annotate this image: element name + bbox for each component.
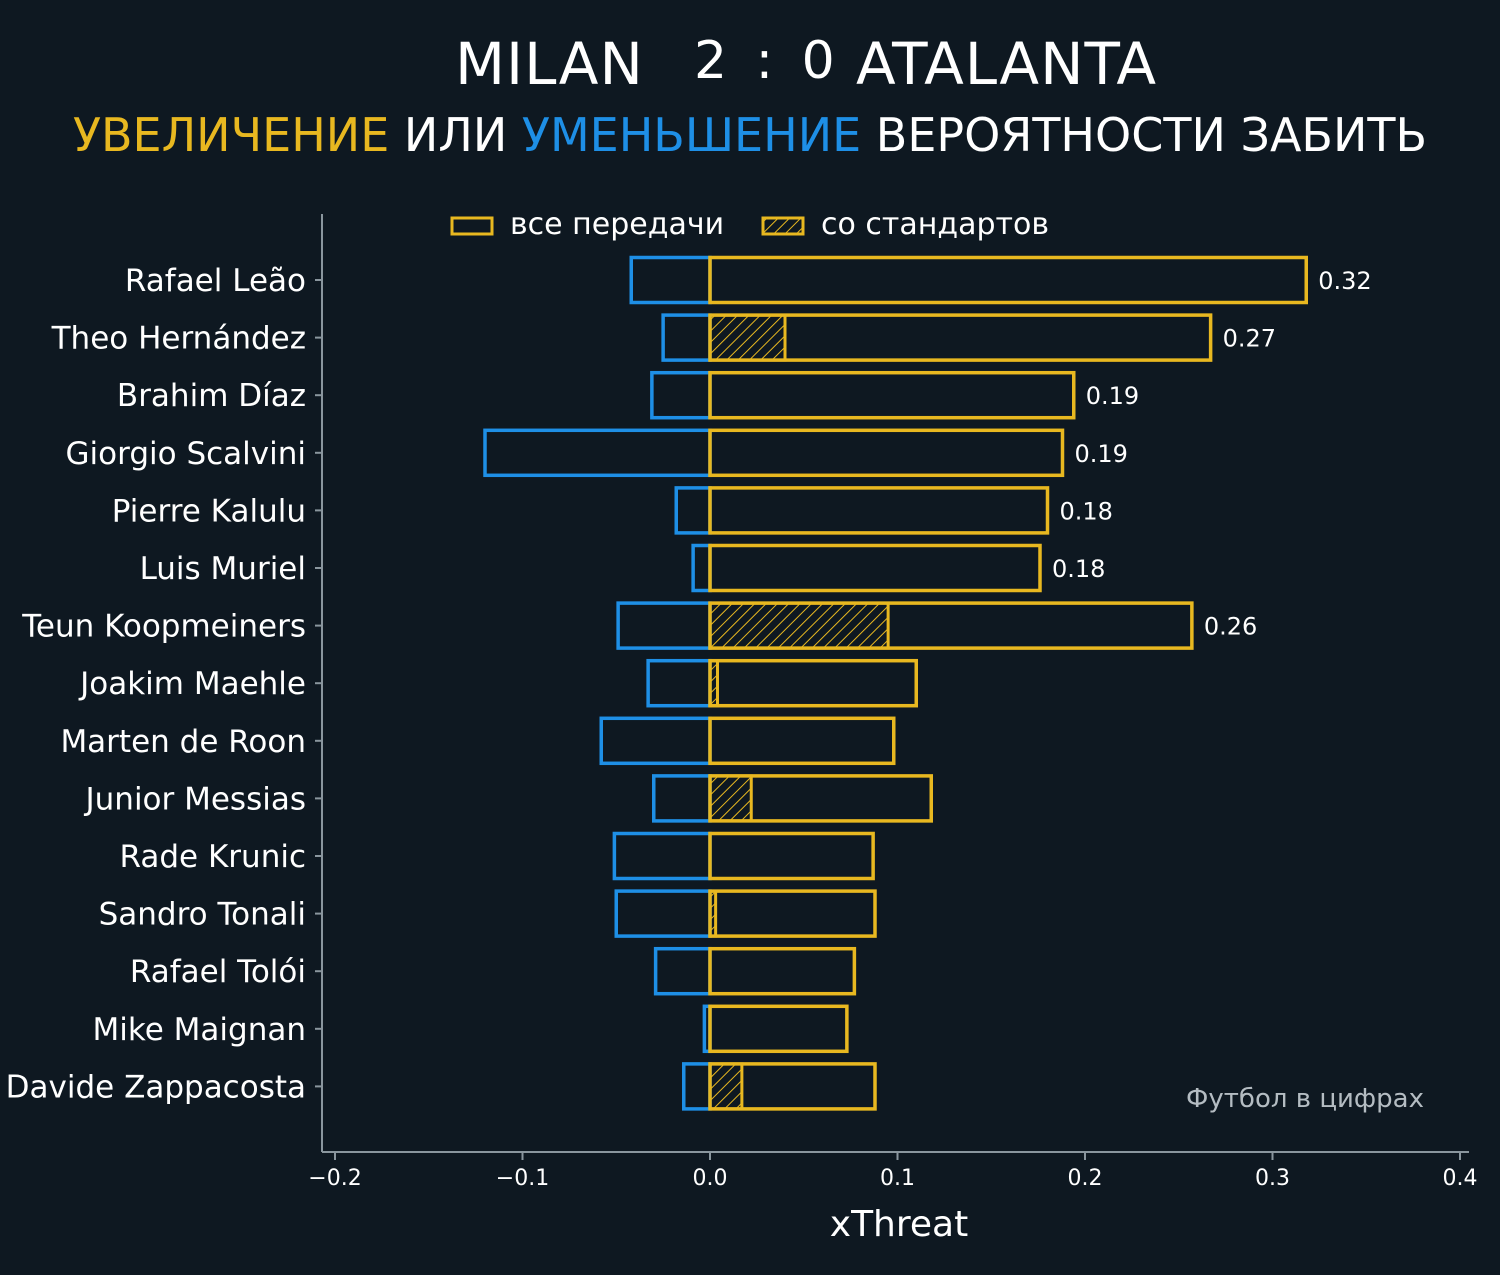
- legend-label-all-passes: все передачи: [510, 207, 724, 242]
- y-tick-label: Junior Messias: [84, 781, 307, 817]
- bar-decrease: [652, 774, 712, 823]
- watermark: Футбол в цифрах: [1186, 1084, 1424, 1114]
- x-tick-label: −0.2: [308, 1166, 361, 1191]
- bar-increase: [708, 543, 1042, 593]
- subtitle-decrease: УМЕНЬШЕНИЕ: [521, 108, 862, 162]
- home-team-name: MILAN: [455, 30, 644, 98]
- bar-increase: [708, 946, 857, 996]
- bar-decrease: [483, 428, 712, 478]
- x-axis-label: xThreat: [830, 1204, 968, 1245]
- bar-decrease: [674, 486, 712, 535]
- bar-increase: [708, 831, 875, 881]
- y-tick-label: Theo Hernández: [51, 321, 306, 357]
- bar-increase: [708, 601, 1194, 650]
- y-tick-label: Brahim Díaz: [117, 378, 306, 414]
- bar-set-pieces: [708, 774, 753, 823]
- bar-decrease: [661, 313, 712, 362]
- y-tick-label: Giorgio Scalvini: [66, 436, 306, 472]
- legend-swatch-set-pieces: [761, 216, 805, 236]
- bar-increase: [708, 428, 1065, 478]
- x-tick-label: 0.1: [880, 1166, 915, 1191]
- y-tick-label: Luis Muriel: [140, 551, 306, 587]
- bar-increase: [708, 889, 877, 938]
- bar-increase: [708, 658, 918, 708]
- x-tick-label: 0.0: [693, 1166, 728, 1191]
- subtitle-rest: ВЕРОЯТНОСТИ ЗАБИТЬ: [861, 108, 1428, 162]
- bar-increase: [708, 370, 1076, 420]
- y-tick-label: Davide Zappacosta: [6, 1069, 306, 1105]
- x-tick-label: 0.4: [1443, 1166, 1478, 1191]
- bar-set-pieces: [708, 1062, 744, 1111]
- subtitle-or: ИЛИ: [389, 108, 522, 162]
- match-title: MILAN 2 : 0 ATALANTA: [0, 24, 1500, 104]
- bar-decrease: [646, 658, 712, 708]
- bar-increase: [708, 774, 933, 823]
- x-tick-label: 0.3: [1255, 1166, 1290, 1191]
- bar-increase: [708, 313, 1213, 362]
- bar-decrease: [599, 716, 712, 766]
- x-tick-label: 0.2: [1068, 1166, 1103, 1191]
- x-tick-label: −0.1: [496, 1166, 549, 1191]
- legend-swatch-all-passes: [450, 216, 494, 236]
- chart-subtitle: УВЕЛИЧЕНИЕ ИЛИ УМЕНЬШЕНИЕ ВЕРОЯТНОСТИ ЗА…: [0, 104, 1500, 166]
- bar-increase: [708, 1004, 849, 1054]
- bar-decrease: [614, 889, 712, 938]
- y-tick-label: Teun Koopmeiners: [21, 609, 306, 645]
- bar-decrease: [612, 831, 712, 881]
- match-score: 2 : 0: [694, 31, 841, 91]
- bar-decrease: [616, 601, 712, 650]
- bar-decrease: [650, 370, 712, 420]
- legend-label-set-pieces: со стандартов: [821, 207, 1049, 242]
- bar-decrease: [653, 946, 712, 996]
- legend: все передачи со стандартов: [450, 207, 1049, 242]
- bar-increase: [708, 716, 896, 766]
- data-label: 0.19: [1086, 382, 1139, 410]
- bar-increase: [708, 255, 1308, 305]
- y-tick-label: Mike Maignan: [93, 1012, 306, 1048]
- bar-increase: [708, 1062, 877, 1111]
- bar-increase: [708, 486, 1050, 535]
- bar-set-pieces: [708, 601, 890, 650]
- data-label: 0.27: [1223, 325, 1276, 353]
- y-tick-label: Rade Krunic: [120, 839, 306, 875]
- y-tick-label: Pierre Kalulu: [112, 493, 306, 529]
- bar-decrease: [629, 255, 712, 305]
- data-label: 0.26: [1204, 613, 1257, 641]
- y-tick-label: Rafael Leão: [125, 263, 306, 299]
- data-label: 0.19: [1075, 440, 1128, 468]
- y-tick-label: Sandro Tonali: [99, 897, 306, 933]
- y-tick-label: Rafael Tolói: [130, 954, 306, 990]
- data-label: 0.18: [1052, 555, 1105, 583]
- subtitle-increase: УВЕЛИЧЕНИЕ: [72, 108, 390, 162]
- away-team-name: ATALANTA: [856, 30, 1158, 98]
- bar-set-pieces: [708, 313, 787, 362]
- bar-decrease: [691, 543, 712, 593]
- y-tick-label: Marten de Roon: [60, 724, 306, 760]
- y-tick-label: Joakim Maehle: [78, 666, 306, 702]
- bar-decrease: [682, 1062, 712, 1111]
- data-label: 0.18: [1060, 497, 1113, 525]
- data-label: 0.32: [1318, 267, 1371, 295]
